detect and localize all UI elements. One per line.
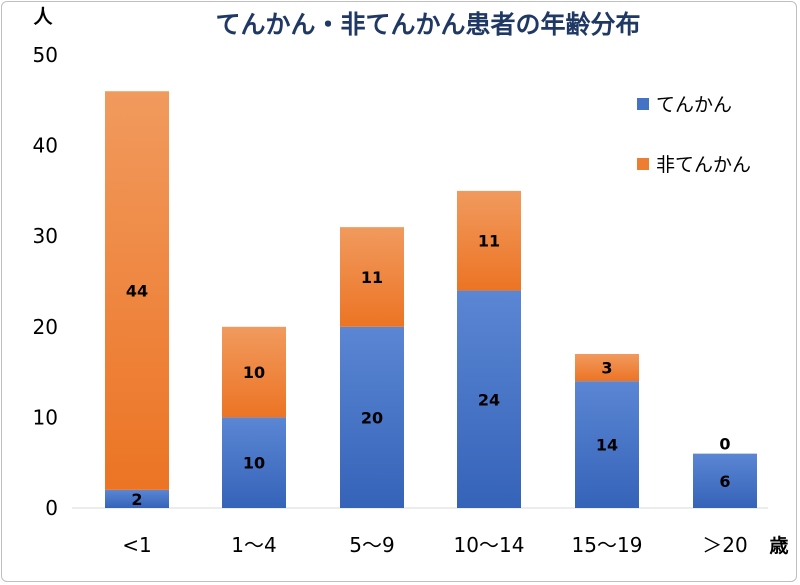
x-tick-label: ＞20 [702, 533, 747, 557]
bar-segment-series-1 [105, 489, 169, 508]
data-label-series-1: 24 [478, 390, 500, 409]
y-tick-label: 40 [33, 134, 58, 158]
y-axis-unit: 人 [33, 6, 53, 28]
data-label-series-2: 11 [361, 268, 383, 287]
data-label-series-2: 11 [478, 232, 500, 251]
legend-swatch-series-1 [637, 98, 649, 110]
x-tick-label: 1～4 [231, 533, 276, 557]
x-axis-ticks: <1 1～4 5～9 10～14 15～19 ＞20 [122, 533, 747, 557]
y-tick-label: 10 [33, 405, 58, 429]
data-label-series-1: 14 [596, 436, 618, 455]
x-tick-label: 15～19 [572, 533, 643, 557]
data-label-series-1: 2 [131, 490, 142, 509]
bar-segment-series-1 [340, 326, 404, 508]
bar-segment-series-1 [693, 453, 757, 508]
y-axis-ticks: 0 10 20 30 40 50 [33, 43, 58, 520]
bar-segment-series-1 [575, 381, 639, 508]
y-tick-label: 0 [45, 496, 58, 520]
data-label-series-1: 10 [243, 454, 265, 473]
x-tick-label: 10～14 [454, 533, 525, 557]
bar-segment-series-1 [457, 290, 521, 508]
bar-segment-series-2 [340, 227, 404, 327]
y-tick-label: 20 [33, 315, 58, 339]
data-label-series-2: 0 [719, 435, 730, 454]
bar-segment-series-2 [105, 91, 169, 490]
data-label-series-2: 3 [601, 359, 612, 378]
data-label-series-2: 10 [243, 363, 265, 382]
x-tick-label: <1 [122, 533, 151, 557]
y-tick-label: 30 [33, 224, 58, 248]
legend: てんかん 非てんかん [637, 94, 751, 176]
bar-segment-series-2 [575, 353, 639, 382]
legend-label-series-2: 非てんかん [656, 154, 751, 176]
legend-swatch-series-2 [637, 158, 649, 170]
x-axis-unit: 歳 [769, 535, 788, 557]
data-label-series-1: 6 [719, 472, 730, 491]
y-tick-label: 50 [33, 43, 58, 67]
bars: 2 44 10 10 20 11 24 11 14 3 6 0 [105, 91, 757, 509]
legend-label-series-1: てんかん [656, 94, 732, 116]
x-tick-label: 5～9 [349, 533, 394, 557]
data-label-series-1: 20 [361, 408, 383, 427]
chart-title: てんかん・非てんかん患者の年齢分布 [215, 10, 640, 39]
bar-segment-series-2 [457, 190, 521, 291]
bar-segment-series-1 [222, 417, 286, 508]
data-label-series-2: 44 [126, 282, 148, 301]
bar-segment-series-2 [222, 326, 286, 418]
